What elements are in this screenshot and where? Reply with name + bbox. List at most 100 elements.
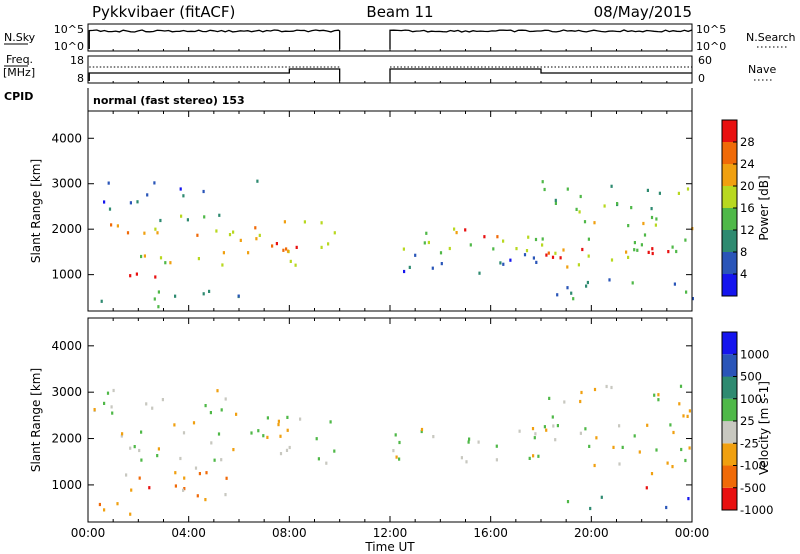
power-cell bbox=[535, 260, 538, 264]
power-colorbar-segment bbox=[722, 164, 737, 186]
power-cell bbox=[616, 202, 619, 206]
velocity-cell bbox=[566, 500, 570, 504]
power-cell bbox=[320, 221, 323, 225]
velocity-cell bbox=[588, 444, 591, 448]
power-cell bbox=[289, 259, 292, 263]
power-cell bbox=[492, 247, 495, 251]
velocity-cell bbox=[552, 424, 555, 428]
time-tick-label: 00:00 bbox=[71, 526, 106, 540]
power-cell bbox=[587, 254, 590, 258]
power-colorbar-tick-label: 4 bbox=[740, 267, 747, 281]
power-cell bbox=[126, 231, 130, 235]
power-cell bbox=[650, 215, 654, 220]
velocity-cell bbox=[262, 434, 265, 438]
power-cell bbox=[448, 246, 451, 251]
velocity-cell bbox=[398, 457, 401, 461]
power-cell bbox=[691, 297, 694, 301]
velocity-band-2 bbox=[125, 466, 228, 502]
velocity-cell bbox=[183, 476, 186, 480]
velocity-cell bbox=[495, 458, 498, 462]
velocity-colorbar-tick-label: 100 bbox=[740, 392, 762, 406]
velocity-cell bbox=[528, 456, 531, 460]
velocity-cell bbox=[666, 461, 669, 465]
velocity-cell bbox=[204, 404, 207, 408]
velocity-cell bbox=[563, 400, 566, 404]
velocity-cell bbox=[130, 488, 133, 492]
velocity-cell bbox=[394, 433, 397, 437]
velocity-cell bbox=[194, 466, 198, 470]
power-cell bbox=[608, 278, 611, 282]
power-cell bbox=[129, 201, 132, 205]
velocity-band-4 bbox=[98, 502, 132, 516]
velocity-cell bbox=[682, 414, 685, 418]
power-cell bbox=[650, 207, 653, 211]
power-cell bbox=[294, 263, 297, 267]
velocity-cell bbox=[398, 440, 401, 445]
velocity-cell bbox=[174, 484, 177, 488]
velocity-cell bbox=[209, 411, 212, 415]
power-cell bbox=[534, 237, 538, 242]
power-cell bbox=[651, 247, 654, 251]
power-y-axis: 1000 2000 3000 4000 bbox=[51, 111, 693, 311]
power-cell bbox=[581, 247, 584, 252]
velocity-cell bbox=[618, 424, 621, 428]
power-band-9 bbox=[100, 289, 240, 309]
velocity-cell bbox=[148, 486, 151, 490]
velocity-cell bbox=[285, 448, 289, 452]
velocity-cell bbox=[129, 446, 132, 450]
velocity-colorbar-segment bbox=[722, 421, 737, 444]
velocity-cell bbox=[266, 416, 269, 420]
power-cell bbox=[320, 245, 323, 249]
power-cell bbox=[159, 256, 163, 260]
power-cell bbox=[455, 231, 458, 235]
velocity-cell bbox=[140, 430, 143, 434]
power-cell bbox=[643, 233, 647, 237]
power-colorbar-tick-label: 20 bbox=[740, 179, 755, 193]
velocity-cell bbox=[183, 487, 186, 491]
power-band-10 bbox=[402, 227, 538, 255]
velocity-cell bbox=[156, 454, 159, 458]
power-cell bbox=[562, 248, 565, 252]
power-colorbar: 4 8 12 16 20 24 28 bbox=[721, 119, 755, 297]
power-cell bbox=[402, 247, 405, 251]
velocity-cell bbox=[112, 388, 115, 393]
velocity-band-3 bbox=[138, 476, 151, 490]
power-cell bbox=[218, 213, 221, 217]
velocity-cell bbox=[151, 406, 154, 410]
power-cell bbox=[631, 281, 634, 285]
power-cell bbox=[627, 224, 630, 228]
power-cell bbox=[180, 214, 183, 218]
velocity-cell bbox=[595, 436, 598, 440]
velocity-cell bbox=[192, 421, 196, 425]
velocity-cell bbox=[196, 494, 199, 498]
velocity-band-8 bbox=[665, 497, 690, 510]
velocity-cell bbox=[106, 391, 110, 395]
power-cell bbox=[254, 226, 257, 230]
velocity-heatmap bbox=[93, 384, 691, 516]
power-cell bbox=[483, 235, 486, 239]
velocity-cell bbox=[584, 427, 587, 431]
power-cell bbox=[425, 231, 428, 235]
power-cell bbox=[554, 198, 557, 202]
power-cell bbox=[654, 223, 657, 227]
velocity-cell bbox=[110, 405, 113, 409]
velocity-cell bbox=[317, 457, 320, 461]
velocity-cell bbox=[329, 420, 332, 424]
velocity-cell bbox=[157, 447, 160, 451]
velocity-cell bbox=[250, 431, 253, 435]
velocity-cell bbox=[618, 462, 621, 466]
power-cell bbox=[541, 243, 544, 247]
power-cell bbox=[502, 262, 505, 266]
power-colorbar-segment bbox=[722, 274, 737, 296]
power-cell bbox=[575, 207, 578, 211]
nave-tick-top: 60 bbox=[698, 54, 712, 67]
velocity-colorbar-segment bbox=[722, 487, 737, 511]
time-x-axis: 00:00 04:00 08:00 12:00 16:00 20:00 00:00 bbox=[71, 47, 709, 540]
power-ytick-label: 3000 bbox=[51, 177, 82, 191]
power-cell bbox=[140, 254, 143, 259]
velocity-cell bbox=[646, 423, 649, 427]
power-cell bbox=[414, 253, 417, 257]
velocity-cell bbox=[638, 450, 641, 454]
power-cell bbox=[286, 249, 290, 253]
power-cell bbox=[327, 242, 330, 246]
